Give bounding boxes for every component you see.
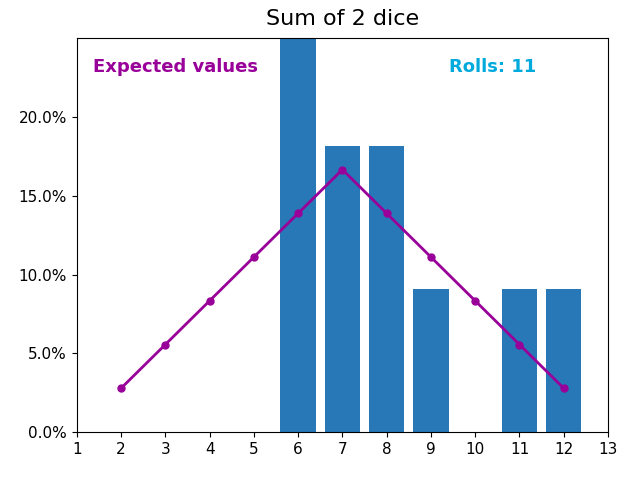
Bar bbox=[369, 146, 404, 432]
Bar bbox=[546, 289, 581, 432]
Text: Expected values: Expected values bbox=[93, 58, 258, 76]
Bar bbox=[280, 3, 316, 432]
Bar bbox=[413, 289, 449, 432]
Bar bbox=[324, 146, 360, 432]
Bar bbox=[502, 289, 537, 432]
Text: Rolls: 11: Rolls: 11 bbox=[449, 58, 536, 76]
Title: Sum of 2 dice: Sum of 2 dice bbox=[266, 9, 419, 28]
